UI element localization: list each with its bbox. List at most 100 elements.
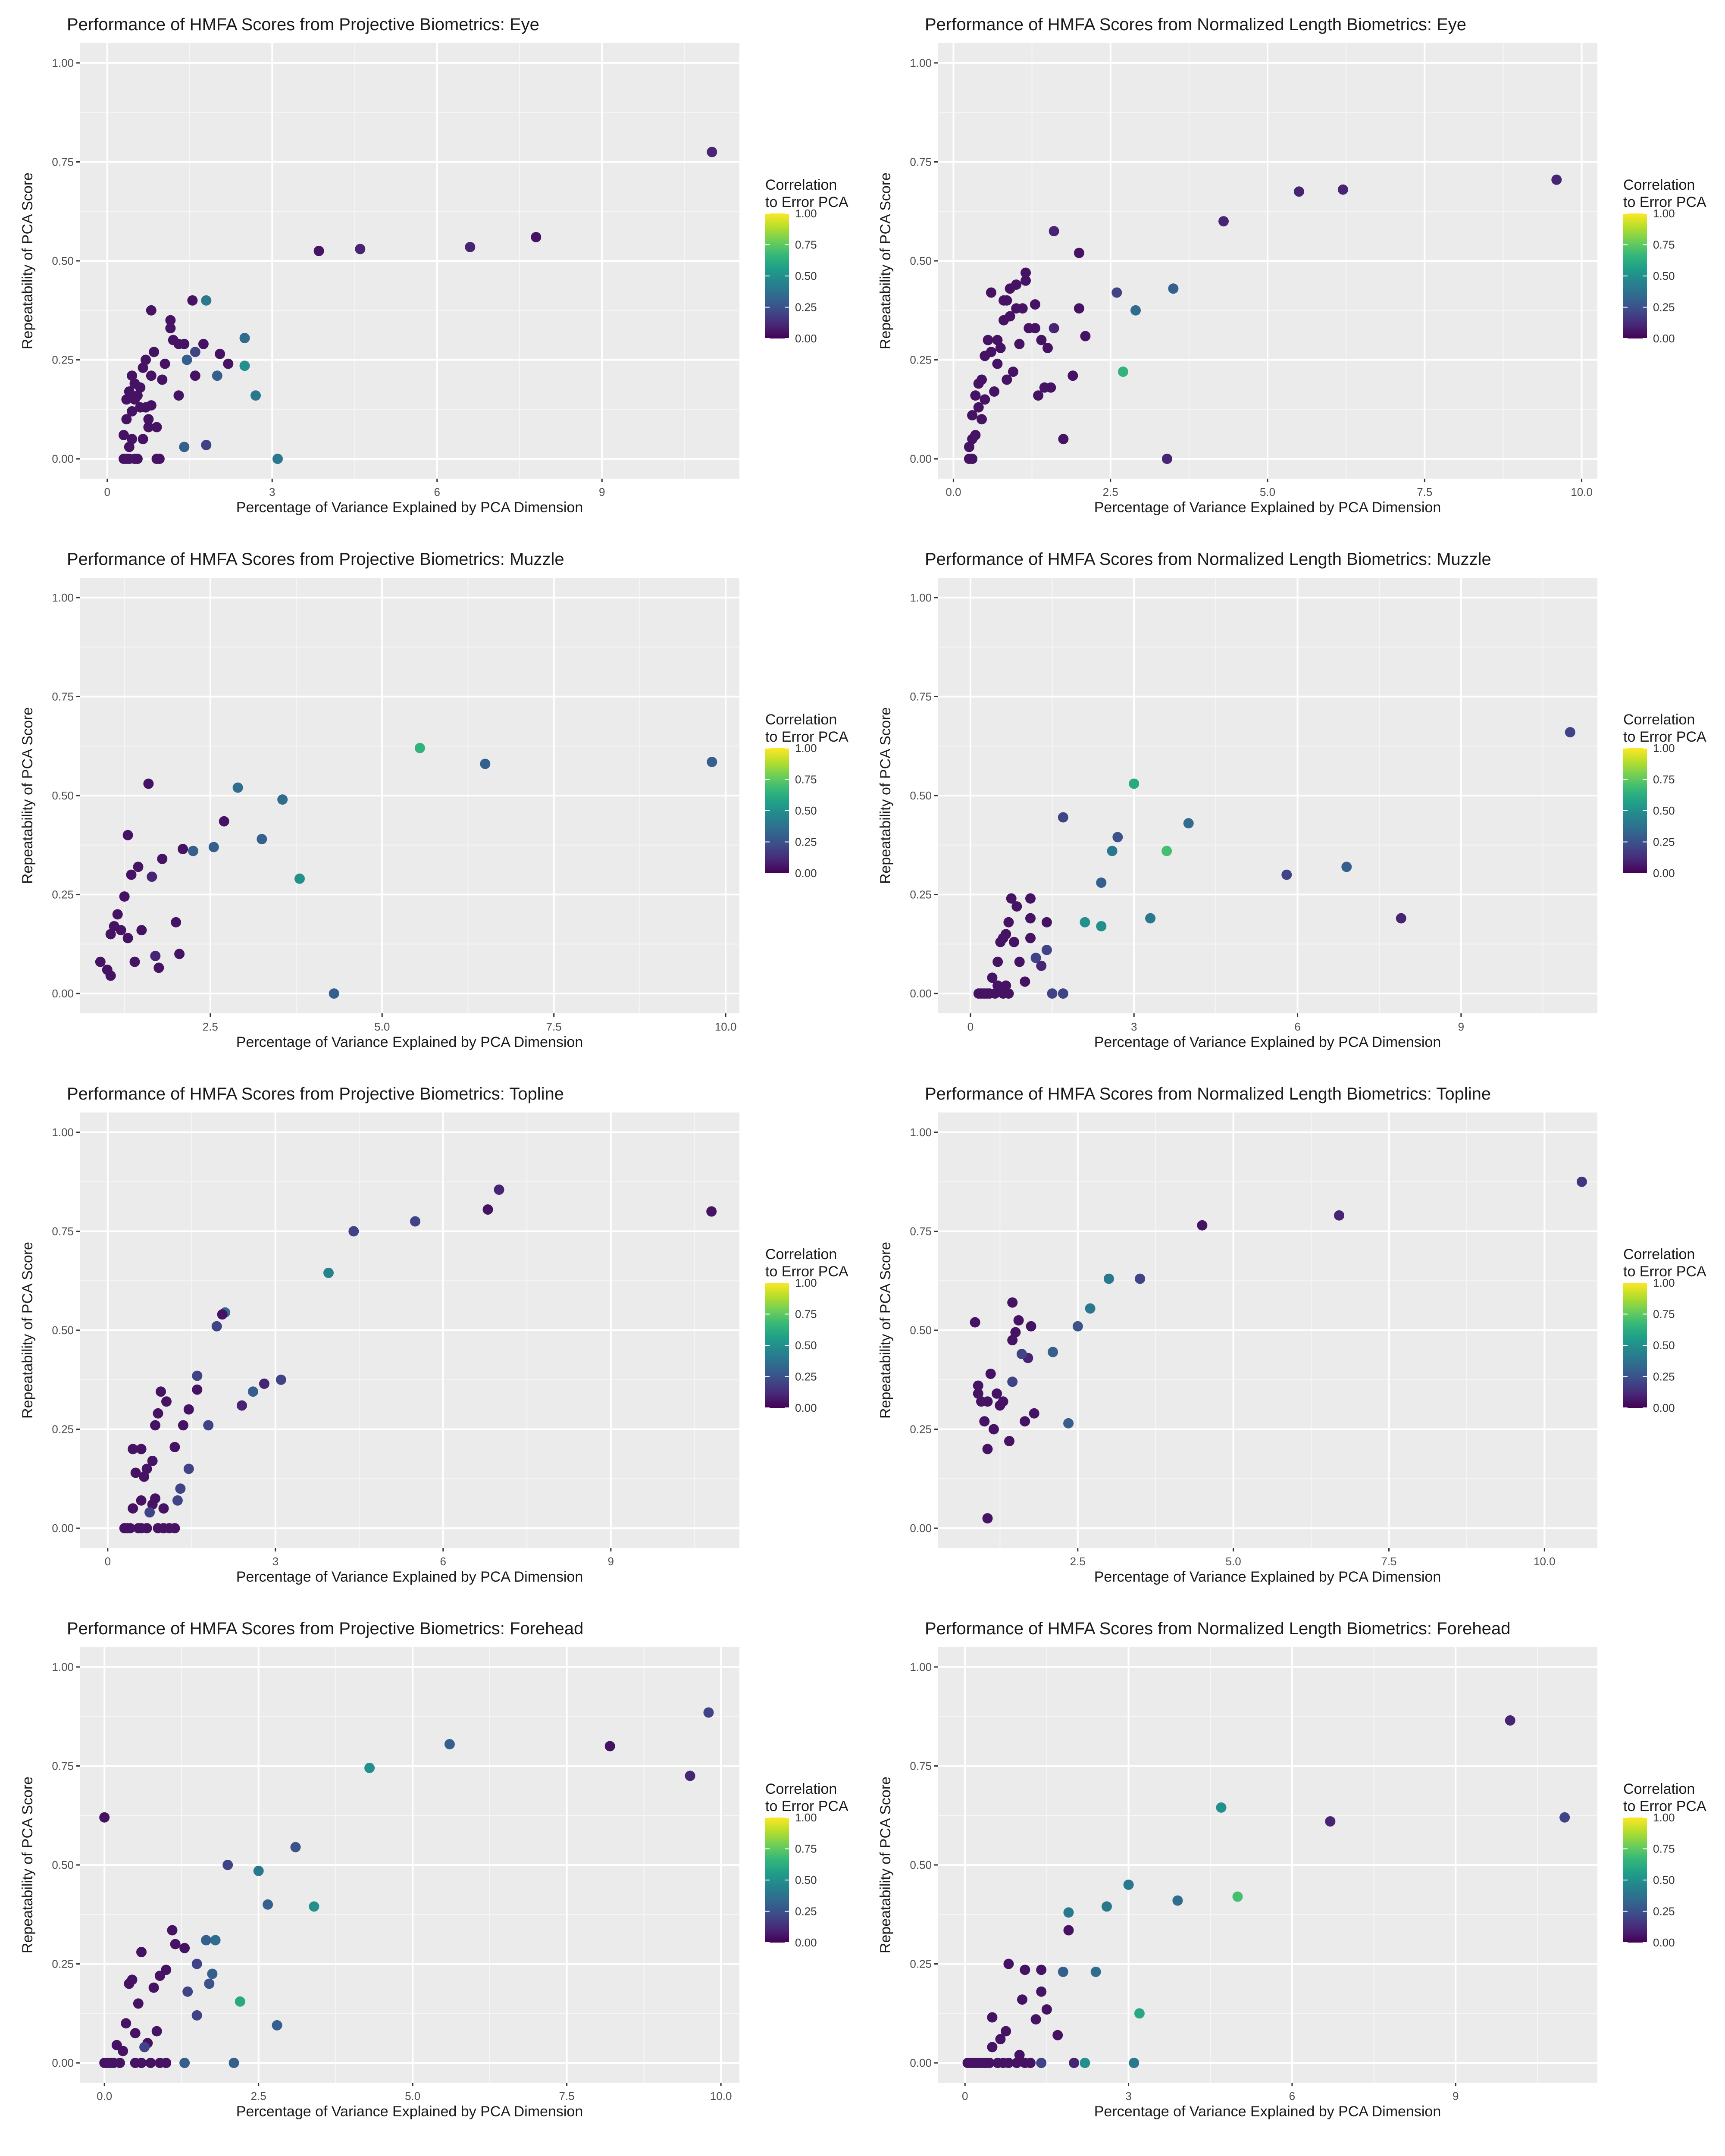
data-point — [150, 950, 161, 961]
data-point — [141, 1463, 152, 1474]
colorbar-tick-label: 0.75 — [795, 1843, 817, 1855]
x-tick-label: 10.0 — [715, 1020, 737, 1033]
colorbar-tick-label: 0.75 — [1653, 773, 1675, 786]
y-tick-label: 0.75 — [910, 155, 932, 168]
data-point — [988, 1424, 999, 1435]
colorbar-tick-label: 0.75 — [795, 1308, 817, 1321]
y-tick-label: 0.50 — [910, 1324, 932, 1337]
y-tick-label: 0.50 — [52, 789, 74, 802]
data-point — [964, 442, 974, 452]
data-point — [987, 2012, 998, 2023]
data-point — [157, 853, 168, 864]
x-tick-label: 9 — [1453, 2090, 1459, 2103]
data-point — [207, 1968, 218, 1979]
chart-title: Performance of HMFA Scores from Normaliz… — [925, 1084, 1491, 1103]
data-point — [1129, 2058, 1140, 2068]
data-point — [1014, 338, 1025, 349]
data-point — [973, 402, 984, 413]
data-point — [1041, 917, 1052, 928]
data-point — [124, 1978, 135, 1989]
data-point — [253, 1865, 264, 1876]
x-tick-label: 0 — [104, 486, 110, 498]
data-point — [121, 2018, 131, 2029]
data-point — [1102, 1901, 1112, 1912]
data-point — [323, 1267, 334, 1278]
data-point — [272, 2020, 282, 2031]
data-point — [272, 454, 283, 464]
data-point — [277, 794, 288, 805]
data-point — [99, 2058, 110, 2068]
x-tick-label: 6 — [434, 486, 440, 498]
data-point — [1011, 901, 1022, 912]
data-point — [1008, 367, 1018, 377]
data-point — [192, 1384, 203, 1395]
colorbar-tick-label: 0.00 — [1653, 867, 1675, 880]
data-point — [237, 1400, 247, 1411]
y-tick-label: 0.25 — [910, 354, 932, 367]
data-point — [150, 1420, 160, 1431]
data-point — [1001, 980, 1011, 991]
data-point — [191, 2010, 202, 2021]
data-point — [970, 1317, 980, 1328]
data-point — [239, 333, 250, 343]
data-point — [1069, 2058, 1080, 2068]
legend-title-line2: to Error PCA — [1623, 729, 1706, 745]
chart-svg: Performance of HMFA Scores from Projecti… — [19, 1084, 848, 1585]
data-point — [130, 2028, 141, 2039]
data-point — [128, 1444, 138, 1454]
chart-svg: Performance of HMFA Scores from Normaliz… — [877, 550, 1706, 1050]
legend-title-line2: to Error PCA — [1623, 1263, 1706, 1280]
data-point — [983, 335, 993, 345]
data-point — [995, 937, 1006, 947]
colorbar-tick-label: 1.00 — [795, 742, 817, 755]
x-tick-label: 6 — [440, 1555, 446, 1568]
y-axis-label: Repeatability of PCA Score — [877, 1242, 894, 1419]
data-point — [1090, 1966, 1101, 1977]
colorbar-tick-label: 0.50 — [795, 804, 817, 817]
y-axis-label: Repeatability of PCA Score — [877, 172, 894, 349]
data-point — [1068, 370, 1078, 381]
data-point — [1043, 343, 1053, 353]
data-point — [1172, 1895, 1183, 1906]
data-point — [190, 347, 200, 357]
colorbar-tick-label: 1.00 — [795, 1811, 817, 1824]
data-point — [992, 1388, 1002, 1399]
y-tick-label: 0.00 — [910, 452, 932, 465]
data-point — [962, 2058, 973, 2068]
data-point — [183, 1404, 194, 1415]
data-point — [986, 287, 996, 298]
data-point — [127, 406, 138, 417]
data-point — [995, 2034, 1006, 2044]
data-point — [165, 315, 176, 326]
data-point — [247, 1386, 258, 1397]
x-axis-label: Percentage of Variance Explained by PCA … — [236, 2103, 583, 2120]
data-point — [208, 842, 219, 852]
scatter-panel-5: Performance of HMFA Scores from Projecti… — [0, 1074, 858, 1608]
chart-svg: Performance of HMFA Scores from Normaliz… — [877, 15, 1706, 516]
legend-title-line1: Correlation — [765, 177, 837, 193]
data-point — [1334, 1210, 1344, 1221]
x-tick-label: 0 — [105, 1555, 111, 1568]
data-point — [158, 1503, 169, 1514]
data-point — [482, 1204, 493, 1215]
colorbar-tick-label: 0.00 — [1653, 332, 1675, 345]
data-point — [973, 378, 984, 389]
y-tick-label: 0.00 — [910, 1522, 932, 1535]
data-point — [995, 1400, 1005, 1411]
data-point — [1048, 1347, 1058, 1357]
data-point — [1168, 283, 1179, 294]
data-point — [153, 1408, 163, 1419]
scatter-panel-6: Performance of HMFA Scores from Normaliz… — [858, 1074, 1716, 1608]
chart-svg: Performance of HMFA Scores from Projecti… — [19, 15, 848, 516]
data-point — [707, 757, 717, 767]
legend-title-line2: to Error PCA — [1623, 1798, 1706, 1814]
data-point — [129, 956, 140, 967]
data-point — [992, 335, 1003, 345]
data-point — [259, 1379, 269, 1389]
data-point — [119, 1523, 130, 1534]
y-tick-label: 0.00 — [52, 452, 74, 465]
data-point — [703, 1707, 714, 1718]
data-point — [987, 972, 998, 983]
data-point — [165, 323, 176, 334]
data-point — [309, 1901, 319, 1912]
